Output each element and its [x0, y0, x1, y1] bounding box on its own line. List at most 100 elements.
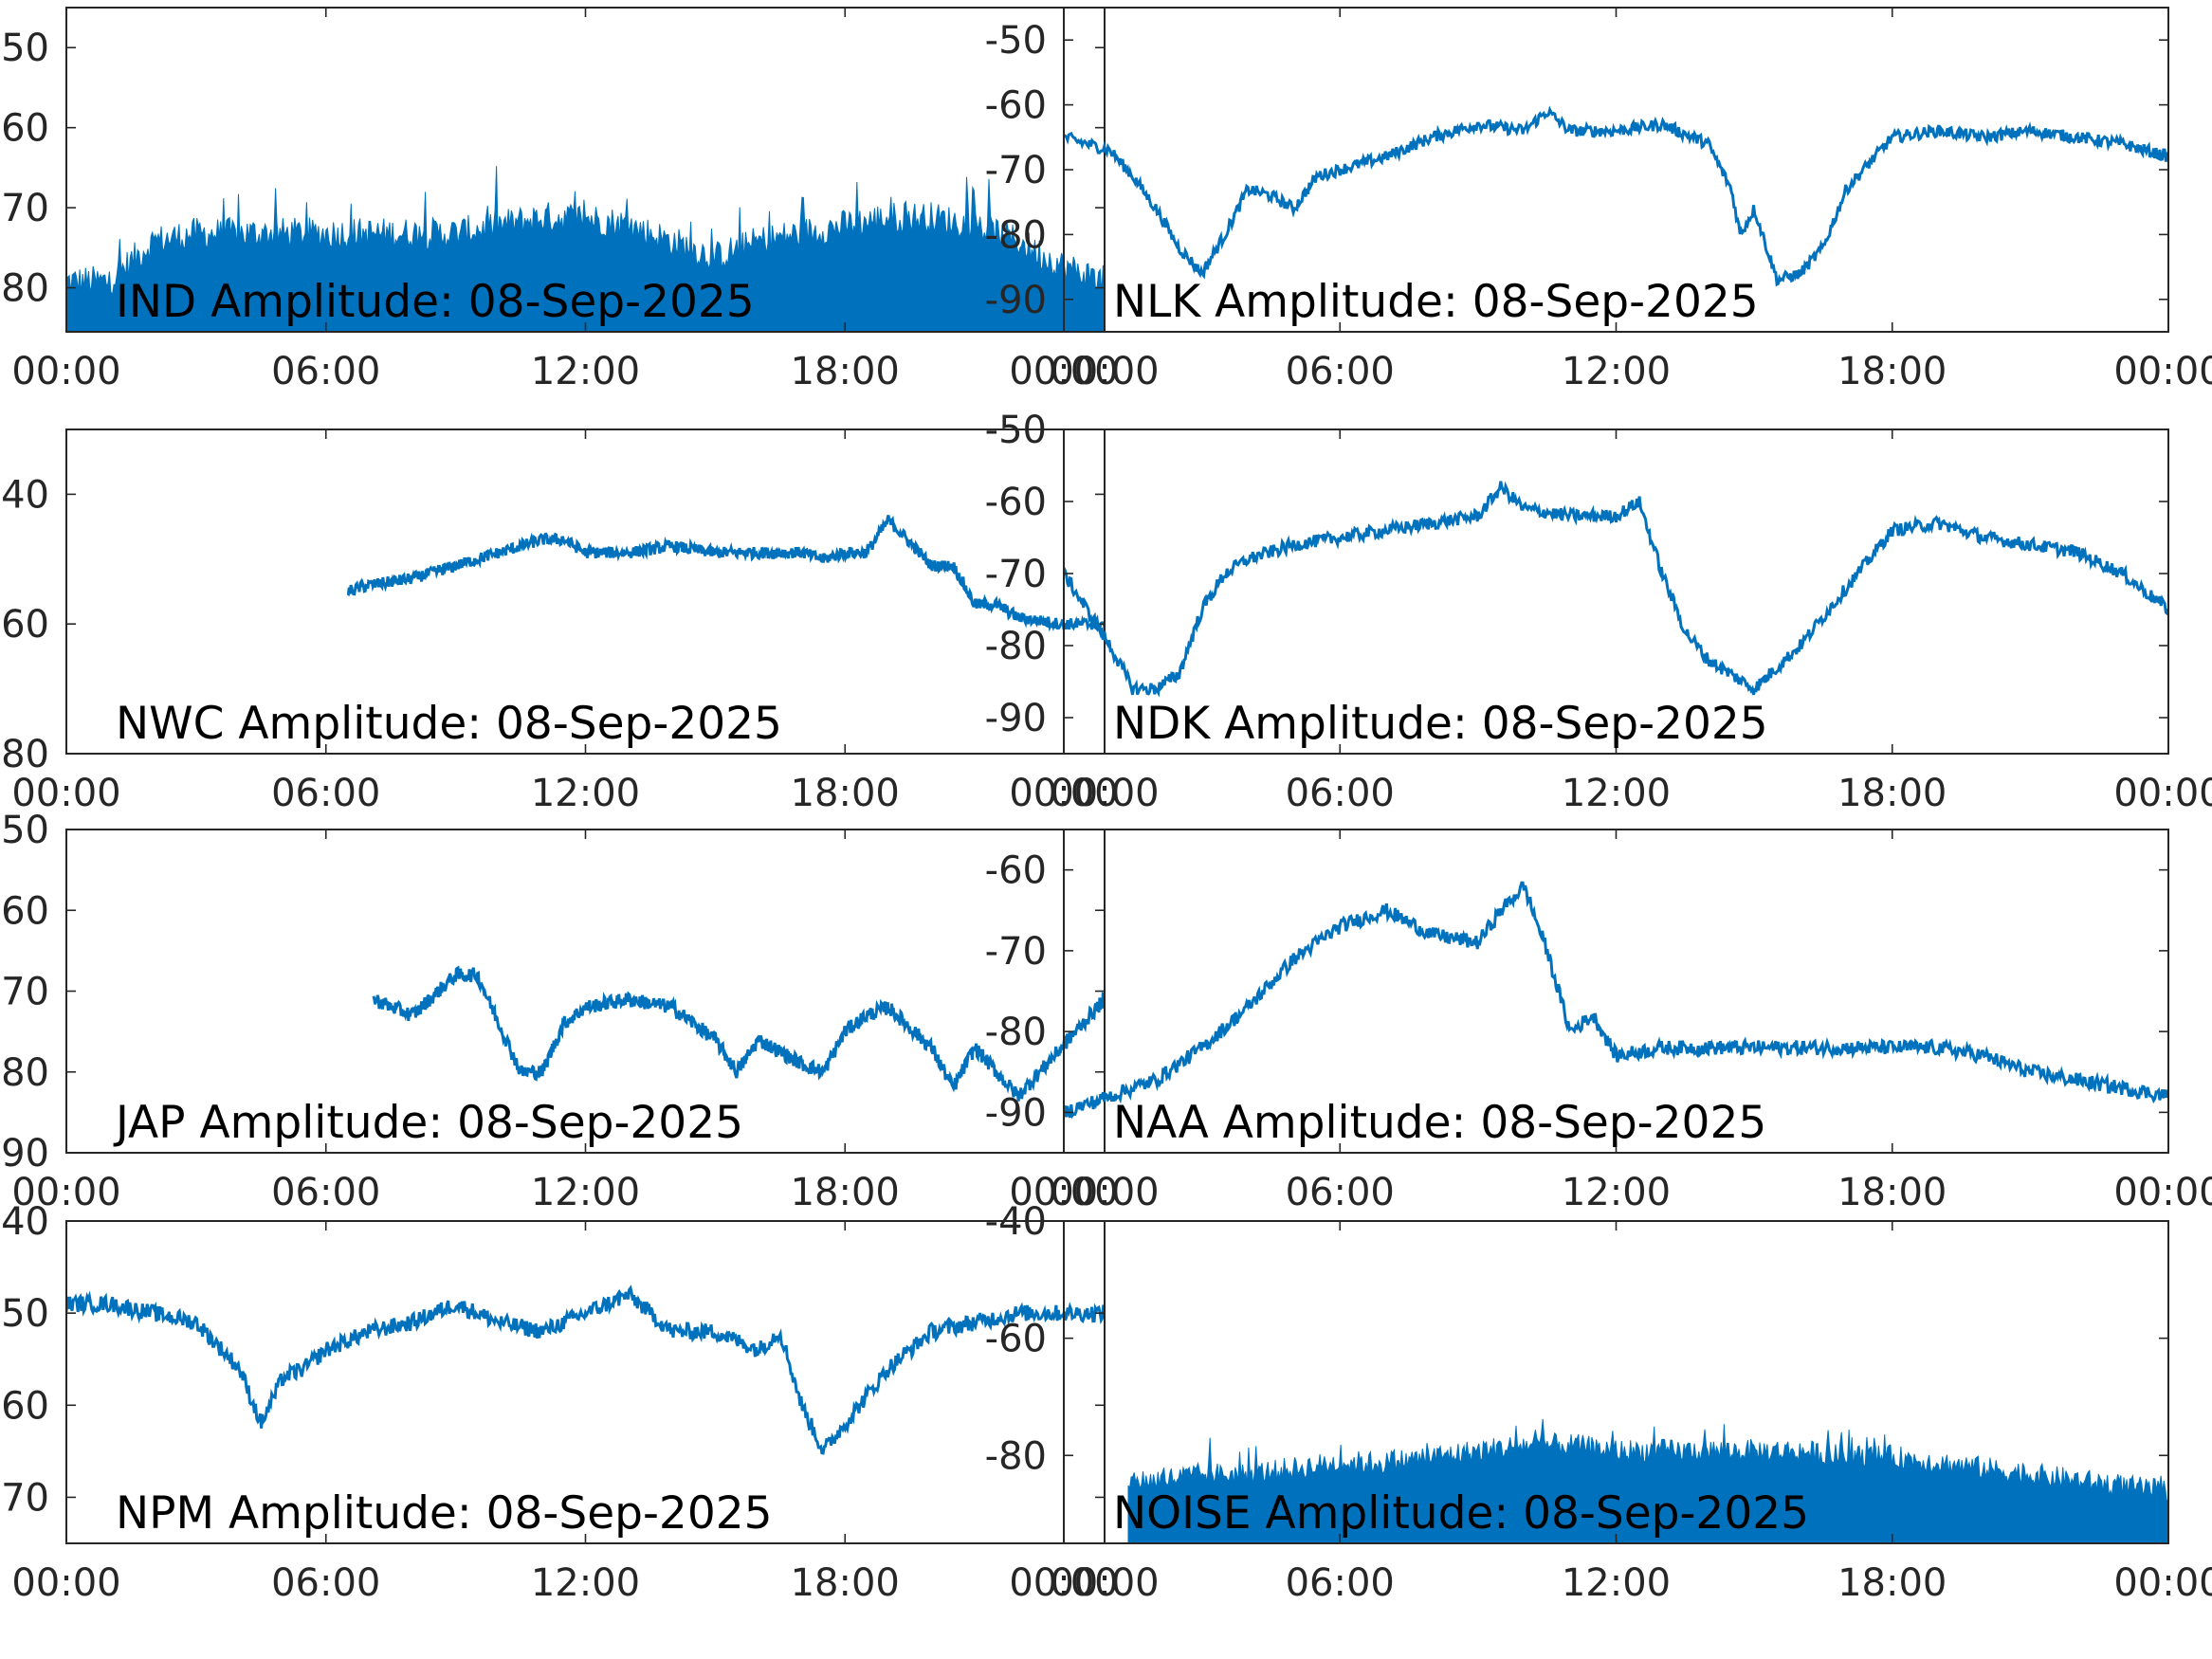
x-tick-label: 18:00 — [1837, 772, 1947, 815]
panel-title: NOISE Amplitude: 08-Sep-2025 — [1113, 1487, 1809, 1540]
series-line — [1064, 881, 2168, 1120]
panel-title: JAP Amplitude: 08-Sep-2025 — [113, 1097, 743, 1149]
series-area — [66, 1285, 1105, 1455]
y-tick-label: 60 — [1, 603, 49, 647]
series-line — [1064, 481, 2168, 698]
x-tick-label: 00:00 — [1050, 1561, 1159, 1605]
y-tick-label: -60 — [985, 849, 1047, 893]
panel-2: 00:00 06:00 12:00 18:00 00:00 40 60 80 NWC Ampli… — [1, 428, 1160, 815]
series-area — [66, 166, 1105, 332]
y-tick-label: 60 — [1, 107, 49, 151]
x-tick-label: 06:00 — [1286, 1561, 1395, 1605]
panel-5: 00:00 06:00 12:00 18:00 00:00 -60 -70 -80 -90 NAA… — [985, 829, 2212, 1214]
x-tick-label: 06:00 — [271, 1561, 380, 1605]
series-line — [372, 965, 1105, 1102]
x-tick-label: 12:00 — [531, 350, 640, 393]
y-tick-label: -70 — [985, 930, 1047, 974]
x-tick-label: 06:00 — [1286, 772, 1395, 815]
y-tick-label: 70 — [1, 1476, 49, 1520]
y-tick-label: 50 — [1, 1292, 49, 1336]
x-tick-label: 00:00 — [2113, 772, 2212, 815]
x-tick-label: 00:00 — [2113, 1171, 2212, 1214]
y-tick-label: 50 — [1, 809, 49, 852]
x-tick-label: 00:00 — [1009, 1561, 1118, 1605]
series-line — [346, 515, 1105, 632]
series-line — [1064, 105, 2168, 287]
x-tick-label: 18:00 — [791, 350, 900, 393]
panel-title: NWC Amplitude: 08-Sep-2025 — [116, 698, 782, 750]
y-tick-label: 70 — [1, 187, 49, 230]
x-tick-label: 00:00 — [11, 350, 120, 393]
panel-title: NAA Amplitude: 08-Sep-2025 — [1113, 1097, 1766, 1149]
panel-1: 00:00 06:00 12:00 18:00 00:00 -50 -60 -70 -80 -90… — [985, 7, 2212, 393]
y-tick-label: 80 — [1, 267, 49, 311]
x-tick-label: 00:00 — [2113, 1561, 2212, 1605]
y-tick-label: -50 — [985, 409, 1047, 452]
y-tick-label: -90 — [985, 1091, 1047, 1135]
y-tick-label: -50 — [985, 19, 1047, 63]
y-tick-label: -90 — [985, 697, 1047, 740]
series-area — [372, 965, 1105, 1102]
x-tick-label: 00:00 — [11, 1171, 120, 1214]
series-area — [346, 515, 1105, 632]
series-line — [66, 1285, 1105, 1455]
y-tick-label: -80 — [985, 213, 1047, 257]
panel-title: NDK Amplitude: 08-Sep-2025 — [1113, 698, 1768, 750]
y-tick-label: 80 — [1, 1051, 49, 1095]
x-tick-label: 00:00 — [1050, 350, 1159, 393]
panel-0: 00:00 06:00 12:00 18:00 00:00 50 60 70 80 IND Amp… — [1, 7, 1160, 393]
x-tick-label: 18:00 — [1837, 350, 1947, 393]
x-tick-label: 06:00 — [271, 1171, 380, 1214]
y-tick-label: 40 — [1, 1200, 49, 1244]
x-tick-label: 00:00 — [1009, 772, 1118, 815]
panel-title: NPM Amplitude: 08-Sep-2025 — [116, 1487, 773, 1540]
series-band — [66, 166, 1105, 332]
series-area — [1064, 105, 2168, 287]
x-tick-label: 18:00 — [791, 1561, 900, 1605]
x-tick-label: 12:00 — [531, 772, 640, 815]
y-tick-label: 80 — [1, 733, 49, 776]
panel-title: IND Amplitude: 08-Sep-2025 — [116, 276, 755, 328]
series-area — [1064, 481, 2168, 698]
x-tick-label: 06:00 — [271, 350, 380, 393]
panel-4: 00:00 06:00 12:00 18:00 00:00 50 60 70 80 90 JAP A… — [1, 809, 1160, 1214]
y-tick-label: -60 — [985, 481, 1047, 524]
y-tick-label: -80 — [985, 1011, 1047, 1054]
y-tick-label: 40 — [1, 473, 49, 517]
y-tick-label: 60 — [1, 1384, 49, 1428]
series-area — [1064, 881, 2168, 1120]
x-tick-label: 18:00 — [791, 1171, 900, 1214]
x-tick-label: 12:00 — [1562, 1561, 1671, 1605]
panel-title: NLK Amplitude: 08-Sep-2025 — [1113, 276, 1759, 328]
y-tick-label: 70 — [1, 971, 49, 1014]
x-tick-label: 06:00 — [271, 772, 380, 815]
x-tick-label: 00:00 — [1050, 772, 1159, 815]
series-band — [1127, 1418, 2168, 1543]
x-tick-label: 12:00 — [531, 1171, 640, 1214]
y-tick-label: -60 — [985, 84, 1047, 128]
y-tick-label: -80 — [985, 1434, 1047, 1478]
y-tick-label: -60 — [985, 1318, 1047, 1361]
x-tick-label: 12:00 — [531, 1561, 640, 1605]
x-tick-label: 12:00 — [1562, 772, 1671, 815]
x-tick-label: 00:00 — [1009, 1171, 1118, 1214]
y-tick-label: 90 — [1, 1132, 49, 1176]
y-tick-label: -70 — [985, 149, 1047, 192]
x-tick-label: 12:00 — [1562, 1171, 1671, 1214]
y-tick-label: -80 — [985, 625, 1047, 668]
panel-7: 00:00 06:00 12:00 18:00 00:00 -40 -60 -80 NOISE … — [985, 1200, 2212, 1605]
y-tick-label: 60 — [1, 889, 49, 933]
x-tick-label: 00:00 — [11, 772, 120, 815]
x-tick-label: 18:00 — [1837, 1561, 1947, 1605]
x-tick-label: 00:00 — [1009, 350, 1118, 393]
y-tick-label: -40 — [985, 1200, 1047, 1244]
x-tick-label: 00:00 — [2113, 350, 2212, 393]
panel-6: 00:00 06:00 12:00 18:00 00:00 40 50 60 70 NPM Amp… — [1, 1200, 1160, 1605]
y-tick-label: -90 — [985, 279, 1047, 322]
x-tick-label: 06:00 — [1286, 350, 1395, 393]
series-area — [1127, 1418, 2168, 1543]
x-tick-label: 18:00 — [791, 772, 900, 815]
x-tick-label: 00:00 — [11, 1561, 120, 1605]
x-tick-label: 18:00 — [1837, 1171, 1947, 1214]
